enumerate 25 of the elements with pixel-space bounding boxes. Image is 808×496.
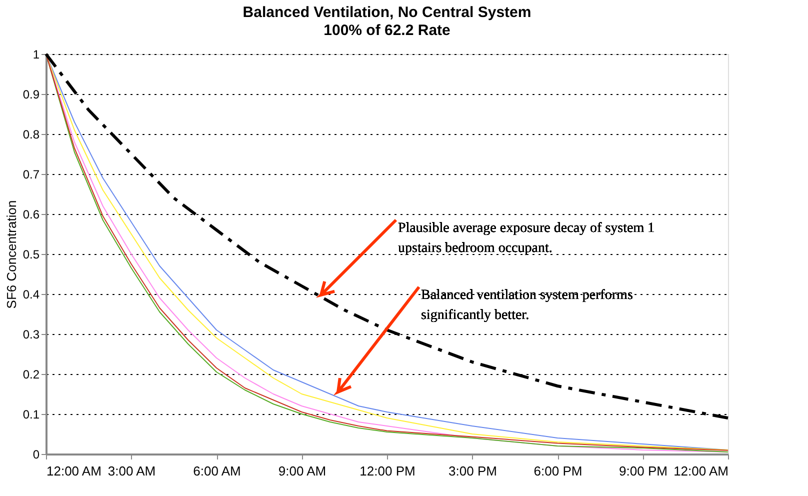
annotation: Balanced ventilation system performs significantly better. — [421, 288, 633, 323]
y-tick-label: 0.3 — [22, 328, 40, 342]
y-tick-label: 0.5 — [22, 248, 40, 262]
y-tick-label: 0.7 — [22, 168, 40, 182]
x-tick-label: 12:00 AM — [674, 464, 728, 478]
x-tick-label: 12:00 PM — [360, 464, 416, 478]
y-tick-label: 0 — [32, 448, 40, 462]
y-tick-label: 0.6 — [22, 208, 40, 222]
y-tick-label: 1 — [32, 48, 40, 62]
x-tick-label: 6:00 AM — [193, 464, 241, 478]
y-tick-label: 0.9 — [22, 88, 40, 102]
x-tick-label: 3:00 PM — [448, 464, 497, 478]
y-axis-title: SF6 Concentration — [4, 200, 19, 309]
x-tick-label: 9:00 AM — [278, 464, 326, 478]
annotation: Plausible average exposure decay of system 1 upstairs bedroom occupant. — [398, 221, 655, 256]
x-tick-label: 12:00 AM — [46, 464, 102, 478]
y-tick-label: 0.8 — [22, 128, 40, 142]
chart-title: Balanced Ventilation, No Central System — [242, 4, 532, 21]
x-tick-label: 9:00 PM — [619, 464, 668, 478]
chart-subtitle: 100% of 62.2 Rate — [324, 22, 450, 39]
x-tick-label: 6:00 PM — [534, 464, 582, 478]
y-tick-label: 0.4 — [22, 288, 40, 302]
y-tick-label: 0.1 — [22, 408, 40, 422]
y-tick-label: 0.2 — [22, 368, 40, 382]
x-tick-label: 3:00 AM — [108, 464, 156, 478]
